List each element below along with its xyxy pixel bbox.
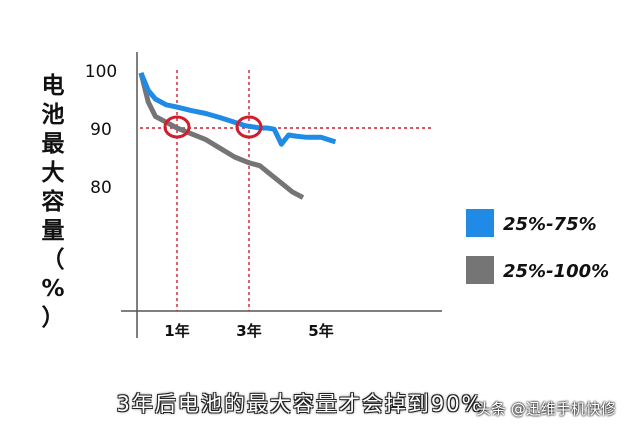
- y-tick-label: 80: [90, 178, 112, 198]
- y-axis-label-char: 量: [41, 218, 65, 244]
- legend-swatch: [466, 209, 494, 237]
- series-line: [138, 71, 337, 147]
- y-axis-label-char: 最: [41, 131, 65, 157]
- legend-swatch: [466, 256, 494, 284]
- y-axis-label-char: 电: [41, 73, 65, 99]
- x-tick-label: 1年: [164, 322, 189, 340]
- y-axis-label-char: （: [41, 247, 65, 273]
- y-axis-label-char: 容: [41, 189, 65, 215]
- watermark: 头条 @迅维手机快修: [476, 400, 616, 418]
- y-axis-label: 电 池 最 大 容 量 （ % ）: [36, 72, 70, 333]
- x-tick-label: 3年: [236, 322, 261, 340]
- legend-label: 25%-75%: [503, 214, 597, 235]
- y-axis-label-char: %: [41, 276, 65, 302]
- y-tick-label: 90: [90, 120, 112, 140]
- x-tick-label: 5年: [308, 322, 333, 340]
- series-line: [138, 72, 305, 200]
- y-axis-label-char: ）: [41, 305, 65, 331]
- highlight-circle-marker: [235, 115, 263, 139]
- y-tick-label: 100: [85, 62, 117, 82]
- y-axis-label-char: 大: [41, 160, 65, 186]
- caption: 3年后电池的最大容量才会掉到90%: [116, 392, 484, 416]
- legend-label: 25%-100%: [503, 261, 609, 282]
- y-axis-label-char: 池: [41, 102, 65, 128]
- highlight-circle-marker: [163, 115, 191, 139]
